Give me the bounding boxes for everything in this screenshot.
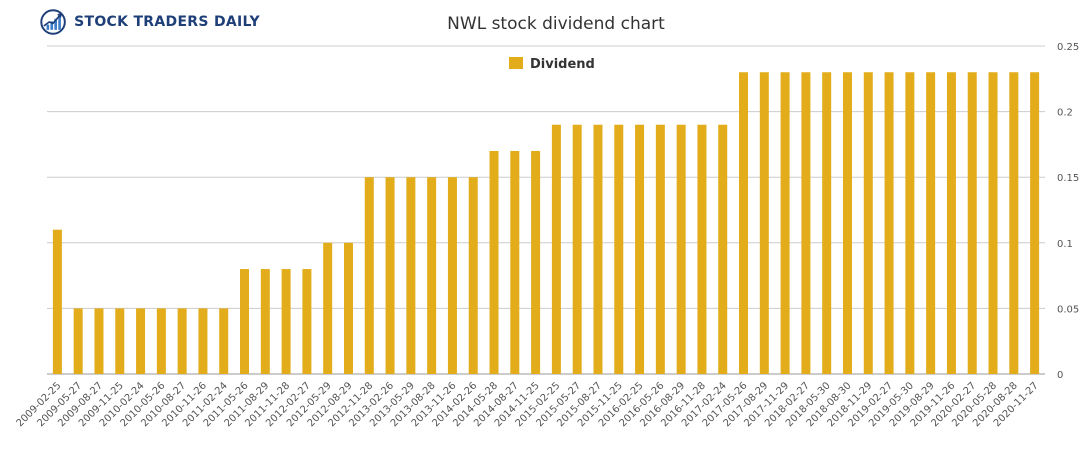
bar-2014-11-25 (531, 150, 541, 374)
bar-2011-08-29 (260, 269, 270, 374)
bar-2012-11-28 (364, 177, 374, 374)
bar-2014-05-28 (489, 150, 499, 374)
bar-2020-11-27 (1030, 72, 1040, 375)
brand-logo: STOCK TRADERS DAILY (40, 2, 260, 42)
bar-2018-11-29 (863, 72, 873, 375)
bar-2015-11-25 (614, 124, 624, 374)
bar-2018-02-27 (801, 72, 811, 375)
bar-2018-05-30 (822, 72, 832, 375)
bar-2020-08-28 (1009, 72, 1019, 375)
grid-lines (47, 45, 1045, 375)
bar-2014-02-26 (468, 177, 478, 374)
bar-2020-02-27 (967, 72, 977, 375)
y-tick-label: 0.15 (1057, 173, 1079, 184)
y-tick-label: 0.25 (1057, 42, 1079, 53)
legend: Dividend (509, 57, 595, 72)
bar-2019-05-30 (905, 72, 915, 375)
bar-2016-05-26 (655, 124, 665, 374)
bar-2010-02-24 (136, 308, 146, 374)
y-axis-ticks: 0 0.05 0.1 0.15 0.2 0.25 (1057, 42, 1079, 381)
bar-2010-11-26 (198, 308, 208, 374)
x-axis-ticks: 2009-02-252009-05-272009-08-272009-11-25… (15, 380, 1041, 429)
bar-2012-08-29 (343, 242, 353, 374)
bar-2013-11-26 (447, 177, 457, 374)
legend-swatch-dividend (509, 57, 523, 69)
bar-series (52, 72, 1040, 375)
bar-2013-08-28 (427, 177, 437, 374)
bar-2019-11-26 (946, 72, 956, 375)
bar-2014-08-27 (510, 150, 520, 374)
bar-2009-02-25 (52, 229, 62, 374)
bar-2017-02-24 (718, 124, 728, 374)
brand-name: STOCK TRADERS DAILY (74, 14, 260, 30)
bar-2013-05-29 (406, 177, 416, 374)
y-tick-label: 0.1 (1057, 239, 1073, 250)
bar-2019-08-29 (926, 72, 936, 375)
y-tick-label: 0.2 (1057, 108, 1073, 119)
bar-2017-08-29 (759, 72, 769, 375)
bar-2016-02-25 (635, 124, 645, 374)
chart-title: NWL stock dividend chart (447, 14, 665, 34)
bar-2011-05-26 (240, 269, 250, 374)
y-tick-label: 0.05 (1057, 304, 1079, 315)
bar-2020-05-28 (988, 72, 998, 375)
bar-2009-08-27 (94, 308, 104, 374)
bar-2013-02-26 (385, 177, 395, 374)
bar-2009-11-25 (115, 308, 125, 374)
bar-2012-05-29 (323, 242, 333, 374)
bar-2010-08-27 (177, 308, 187, 374)
bar-2009-05-27 (73, 308, 83, 374)
bar-2011-02-24 (219, 308, 229, 374)
bar-2015-05-27 (572, 124, 582, 374)
chart-logo-icon (40, 9, 66, 35)
bar-2018-08-30 (842, 72, 852, 375)
bar-2015-08-27 (593, 124, 603, 374)
legend-label-dividend: Dividend (530, 57, 595, 72)
bar-2017-11-29 (780, 72, 790, 375)
bar-2016-11-28 (697, 124, 707, 374)
bar-2010-05-26 (156, 308, 166, 374)
bar-2017-05-26 (739, 72, 749, 375)
y-tick-label: 0 (1057, 370, 1063, 381)
bar-2019-02-27 (884, 72, 894, 375)
bar-2015-02-25 (551, 124, 561, 374)
bar-2011-11-28 (281, 269, 291, 374)
bar-2012-02-27 (302, 269, 312, 374)
bar-2016-08-29 (676, 124, 686, 374)
